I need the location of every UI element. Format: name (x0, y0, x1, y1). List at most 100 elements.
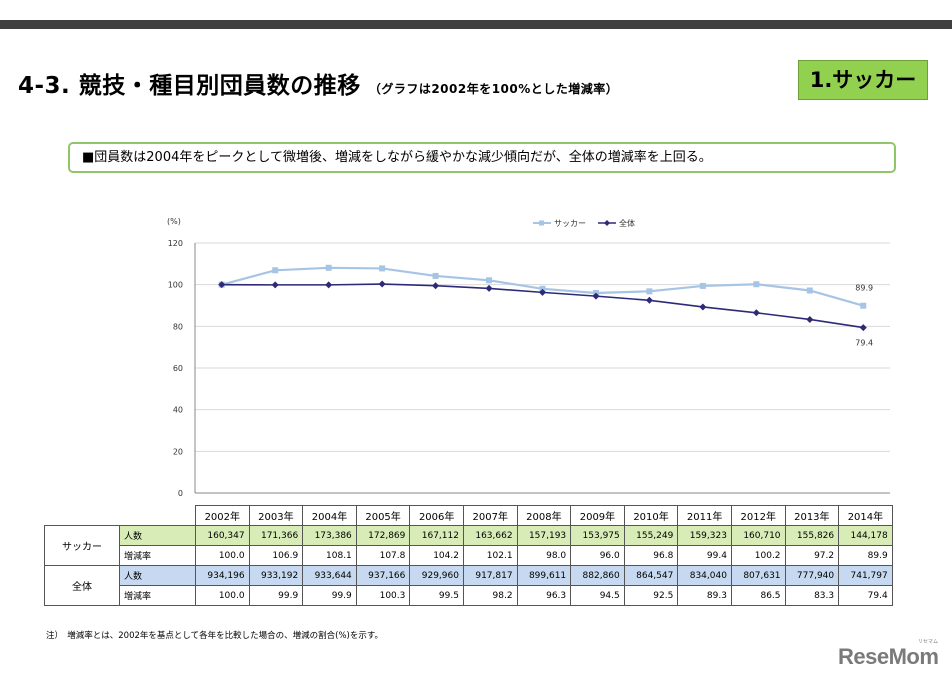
legend-label-soccer: サッカー (554, 219, 586, 228)
people-value-cell: 929,960 (409, 565, 464, 586)
year-header-cell: 2005年 (355, 505, 411, 526)
people-value-cell: 160,710 (730, 525, 786, 546)
soccer-point (325, 264, 332, 271)
rate-value-cell: 102.1 (462, 545, 518, 566)
people-value-cell: 933,192 (248, 565, 304, 586)
legend-label-total: 全体 (619, 218, 635, 228)
people-value-cell: 159,323 (677, 525, 732, 546)
people-value-cell: 899,611 (516, 565, 572, 586)
table-row: 増減率 100.0 106.9 108.1 107.8 104.2 102.1 98.0 96.… (45, 545, 893, 566)
rate-value-cell: 98.2 (462, 585, 518, 606)
legend-marker-total (604, 220, 610, 226)
total-point (485, 284, 493, 292)
rate-value-cell: 100.3 (355, 585, 411, 606)
soccer-point (432, 272, 439, 279)
rate-value-cell: 86.5 (730, 585, 786, 606)
soccer-point (486, 277, 493, 284)
year-header-cell: 2011年 (677, 505, 732, 526)
rate-value-cell: 89.3 (677, 585, 732, 606)
end-data-label: 79.4 (855, 339, 873, 348)
people-value-cell: 937,166 (355, 565, 411, 586)
people-value-cell: 834,040 (677, 565, 732, 586)
total-point (432, 282, 440, 290)
rate-value-cell: 96.0 (570, 545, 625, 566)
rate-value-cell: 92.5 (623, 585, 679, 606)
rate-value-cell: 99.4 (677, 545, 732, 566)
soccer-point (379, 265, 386, 272)
soccer-point (272, 267, 279, 274)
people-value-cell: 917,817 (462, 565, 518, 586)
resemom-logo: ReseMom リセマム (838, 639, 939, 670)
year-header-cell: 2007年 (462, 505, 518, 526)
year-header-cell: 2006年 (409, 505, 464, 526)
total-point (592, 292, 600, 300)
rate-value-cell: 94.5 (570, 585, 625, 606)
people-value-cell: 172,869 (355, 525, 411, 546)
rate-value-cell: 96.3 (516, 585, 572, 606)
rate-value-cell: 108.1 (302, 545, 357, 566)
rate-value-cell: 99.5 (409, 585, 464, 606)
rate-value-cell: 107.8 (355, 545, 411, 566)
year-header-cell: 2013年 (784, 505, 840, 526)
rate-value-cell: 106.9 (248, 545, 304, 566)
year-header-cell: 2009年 (570, 505, 625, 526)
people-value-cell: 741,797 (838, 565, 893, 586)
rate-value-cell: 100.0 (195, 585, 250, 606)
people-value-cell: 173,386 (302, 525, 357, 546)
soccer-point (699, 282, 706, 289)
people-value-cell: 864,547 (623, 565, 679, 586)
people-value-cell: 160,347 (195, 525, 250, 546)
table-row: 増減率 100.0 99.9 99.9 100.3 99.5 98.2 96.3 94.5 92.… (45, 585, 893, 606)
total-point (752, 309, 760, 317)
year-header-cell: 2002年 (195, 505, 250, 526)
people-value-cell: 933,644 (302, 565, 357, 586)
year-header-cell: 2004年 (302, 505, 357, 526)
table-header-row: 2002年 2003年 2004年 2005年 2006年 2007年 2008年 2009年… (45, 505, 893, 526)
title-text: 4-3. 競技・種目別団員数の推移 (18, 73, 361, 99)
logo-text: ReseMom (838, 644, 939, 669)
footnote: 注） 増減率とは、2002年を基点として各年を比較した場合の、増減の割合(%)を… (46, 631, 383, 641)
people-value-cell: 144,178 (838, 525, 893, 546)
table-row: サッカー 人数 160,347 171,366 173,386 172,869 167,11… (44, 525, 893, 566)
rate-value-cell: 97.2 (784, 545, 840, 566)
total-point (806, 315, 814, 323)
logo-ruby: リセマム (918, 639, 939, 645)
total-point (325, 281, 333, 289)
total-point (859, 324, 867, 332)
table-row: 全体 人数 934,196 933,192 933,644 937,166 929,960 9… (44, 565, 893, 606)
y-tick-label: 60 (173, 364, 183, 373)
soccer-point (753, 281, 760, 288)
people-value-cell: 157,193 (516, 525, 572, 546)
rate-value-cell: 96.8 (623, 545, 679, 566)
total-point (218, 281, 226, 289)
total-point (539, 288, 546, 296)
total-point (271, 281, 279, 289)
year-header-cell: 2014年 (838, 505, 893, 526)
data-table: 2002年 2003年 2004年 2005年 2006年 2007年 2008年 2009年… (44, 505, 893, 606)
year-header-cell: 2003年 (248, 505, 304, 526)
rate-value-cell: 99.9 (302, 585, 357, 606)
people-value-cell: 167,112 (409, 525, 464, 546)
rate-value-cell: 100.0 (195, 545, 250, 566)
title-subtitle: （グラフは2002年を100%とした増減率） (368, 82, 619, 96)
total-point (699, 303, 707, 311)
rate-label-cell: 増減率 (119, 585, 196, 606)
y-tick-label: 20 (173, 447, 183, 456)
y-tick-label: 100 (168, 281, 183, 290)
soccer-point (646, 288, 653, 295)
y-axis-label: (%) (167, 217, 181, 226)
category-badge: 1.サッカー (798, 60, 928, 100)
total-point (645, 296, 653, 304)
year-header-cell: 2008年 (516, 505, 572, 526)
people-value-cell: 882,860 (570, 565, 625, 586)
page-title: 4-3. 競技・種目別団員数の推移 （グラフは2002年を100%とした増減率） (18, 66, 618, 100)
rate-value-cell: 83.3 (784, 585, 840, 606)
year-header-cell: 2010年 (623, 505, 679, 526)
legend-marker-soccer (539, 220, 544, 226)
y-tick-label: 40 (173, 406, 183, 415)
soccer-point (806, 287, 813, 294)
rate-value-cell: 98.0 (516, 545, 572, 566)
people-value-cell: 807,631 (730, 565, 786, 586)
people-value-cell: 777,940 (784, 565, 840, 586)
soccer-point (860, 302, 867, 309)
